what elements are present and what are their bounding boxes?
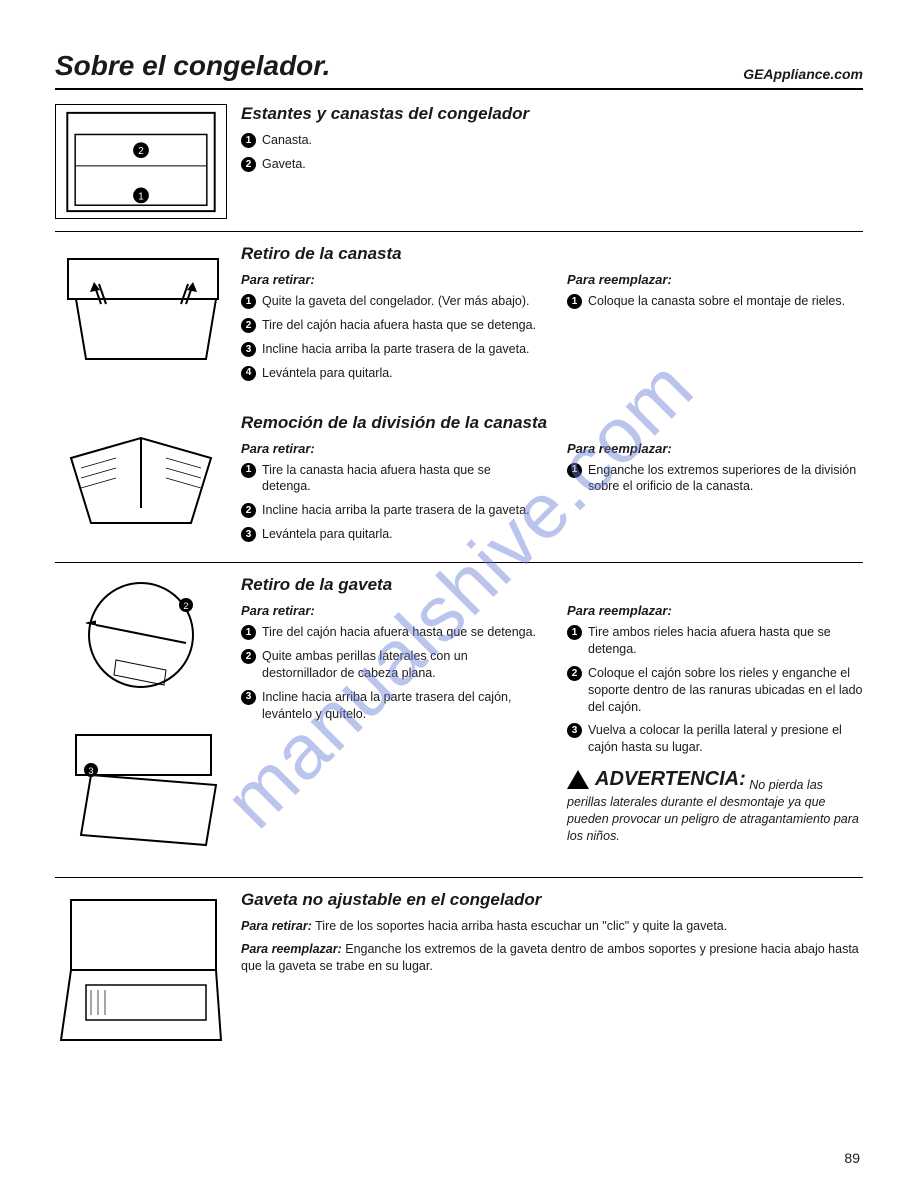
step-bullet: 2 (567, 666, 582, 681)
list-item: 2 Incline hacia arriba la parte trasera d… (241, 502, 537, 519)
illustration-basket-remove (55, 244, 227, 379)
step-bullet: 3 (567, 723, 582, 738)
subheading-replace: Para reemplazar: (567, 603, 863, 618)
step-bullet: 1 (241, 133, 256, 148)
list-item: 1 Enganche los extremos superiores de la … (567, 462, 863, 496)
warning-title: ADVERTENCIA: (567, 766, 746, 793)
step-bullet: 2 (241, 503, 256, 518)
list-item: 2 Coloque el cajón sobre los rieles y eng… (567, 665, 863, 716)
section-non-adjustable-drawer: Gaveta no ajustable en el congelador Par… (55, 890, 863, 1057)
list-item: 4 Levántela para quitarla. (241, 365, 537, 382)
inline-label-replace: Para reemplazar: (241, 942, 342, 956)
step-list: 1 Quite la gaveta del congelador. (Ver má… (241, 293, 537, 382)
list-item: 2 Quite ambas perillas laterales con un d… (241, 648, 537, 682)
svg-text:2: 2 (138, 146, 143, 157)
step-list: 1 Tire del cajón hacia afuera hasta que s… (241, 624, 537, 722)
list-item: 1 Canasta. (241, 132, 863, 149)
step-text: Quite ambas perillas laterales con un de… (262, 648, 537, 682)
step-text: Canasta. (262, 132, 312, 149)
list-item: 2 Tire del cajón hacia afuera hasta que s… (241, 317, 537, 334)
section-remove-basket: Retiro de la canasta Para retirar: 1 Quit… (55, 244, 863, 401)
step-list: 1 Canasta. 2 Gaveta. (241, 132, 863, 173)
step-text: Coloque el cajón sobre los rieles y enga… (588, 665, 863, 716)
step-bullet: 1 (567, 625, 582, 640)
section-title: Retiro de la gaveta (241, 575, 863, 595)
section-title: Retiro de la canasta (241, 244, 863, 264)
step-text: Levántela para quitarla. (262, 526, 393, 543)
step-bullet: 1 (241, 463, 256, 478)
brand-link: GEAppliance.com (743, 66, 863, 82)
step-bullet: 2 (241, 649, 256, 664)
section-remove-drawer: 2 3 Retiro de la gaveta Para retirar: 1T… (55, 575, 863, 878)
illustration-basket-divider (55, 413, 227, 543)
list-item: 1 Tire ambos rieles hacia afuera hasta qu… (567, 624, 863, 658)
subheading-remove: Para retirar: (241, 441, 537, 456)
step-text: Incline hacia arriba la parte trasera de… (262, 689, 537, 723)
paragraph-text: Tire de los soportes hacia arriba hasta … (312, 919, 727, 933)
subheading-replace: Para reemplazar: (567, 272, 863, 287)
list-item: 1 Tire la canasta hacia afuera hasta que … (241, 462, 537, 496)
list-item: 2 Gaveta. (241, 156, 863, 173)
paragraph: Para retirar: Tire de los soportes hacia… (241, 918, 863, 935)
subheading-remove: Para retirar: (241, 603, 537, 618)
section-basket-divider: Remoción de la división de la canasta Pa… (55, 413, 863, 564)
svg-text:2: 2 (183, 601, 188, 611)
list-item: 1 Coloque la canasta sobre el montaje de … (567, 293, 863, 310)
step-text: Vuelva a colocar la perilla lateral y pr… (588, 722, 863, 756)
inline-label-remove: Para retirar: (241, 919, 312, 933)
illustration-non-adjustable (55, 890, 227, 1045)
list-item: 3 Incline hacia arriba la parte trasera d… (241, 341, 537, 358)
list-item: 3 Levántela para quitarla. (241, 526, 537, 543)
step-text: Incline hacia arriba la parte trasera de… (262, 341, 530, 358)
step-text: Levántela para quitarla. (262, 365, 393, 382)
step-list: 1 Enganche los extremos superiores de la … (567, 462, 863, 496)
step-text: Incline hacia arriba la parte trasera de… (262, 502, 530, 519)
page-number: 89 (844, 1150, 860, 1166)
section-shelves: 2 1 Estantes y canastas del congelador 1… (55, 104, 863, 232)
step-bullet: 2 (241, 318, 256, 333)
step-bullet: 3 (241, 690, 256, 705)
svg-text:1: 1 (138, 191, 143, 202)
step-text: Tire del cajón hacia afuera hasta que se… (262, 317, 536, 334)
list-item: 3 Incline hacia arriba la parte trasera d… (241, 689, 537, 723)
page-header: Sobre el congelador. GEAppliance.com (55, 50, 863, 90)
step-text: Gaveta. (262, 156, 306, 173)
step-bullet: 3 (241, 342, 256, 357)
step-text: Coloque la canasta sobre el montaje de r… (588, 293, 845, 310)
illustration-drawer-remove: 2 3 (55, 575, 227, 865)
list-item: 3 Vuelva a colocar la perilla lateral y p… (567, 722, 863, 756)
illustration-shelves: 2 1 (55, 104, 227, 219)
paragraph: Para reemplazar: Enganche los extremos d… (241, 941, 863, 975)
step-bullet: 1 (567, 294, 582, 309)
step-bullet: 1 (241, 294, 256, 309)
section-title: Gaveta no ajustable en el congelador (241, 890, 863, 910)
subheading-replace: Para reemplazar: (567, 441, 863, 456)
page-title: Sobre el congelador. (55, 50, 330, 82)
warning-block: ADVERTENCIA: No pierda las perillas late… (567, 766, 863, 845)
list-item: 1 Quite la gaveta del congelador. (Ver má… (241, 293, 537, 310)
step-text: Tire ambos rieles hacia afuera hasta que… (588, 624, 863, 658)
step-text: Enganche los extremos superiores de la d… (588, 462, 863, 496)
step-list: 1 Coloque la canasta sobre el montaje de … (567, 293, 863, 310)
step-list: 1 Tire ambos rieles hacia afuera hasta qu… (567, 624, 863, 756)
subheading-remove: Para retirar: (241, 272, 537, 287)
section-title: Remoción de la división de la canasta (241, 413, 863, 433)
list-item: 1 Tire del cajón hacia afuera hasta que s… (241, 624, 537, 641)
step-list: 1 Tire la canasta hacia afuera hasta que … (241, 462, 537, 544)
svg-text:3: 3 (88, 766, 93, 776)
step-text: Tire del cajón hacia afuera hasta que se… (262, 624, 536, 641)
step-bullet: 4 (241, 366, 256, 381)
section-title: Estantes y canastas del congelador (241, 104, 863, 124)
step-bullet: 3 (241, 527, 256, 542)
step-bullet: 1 (241, 625, 256, 640)
step-bullet: 2 (241, 157, 256, 172)
step-text: Quite la gaveta del congelador. (Ver más… (262, 293, 530, 310)
step-bullet: 1 (567, 463, 582, 478)
step-text: Tire la canasta hacia afuera hasta que s… (262, 462, 537, 496)
